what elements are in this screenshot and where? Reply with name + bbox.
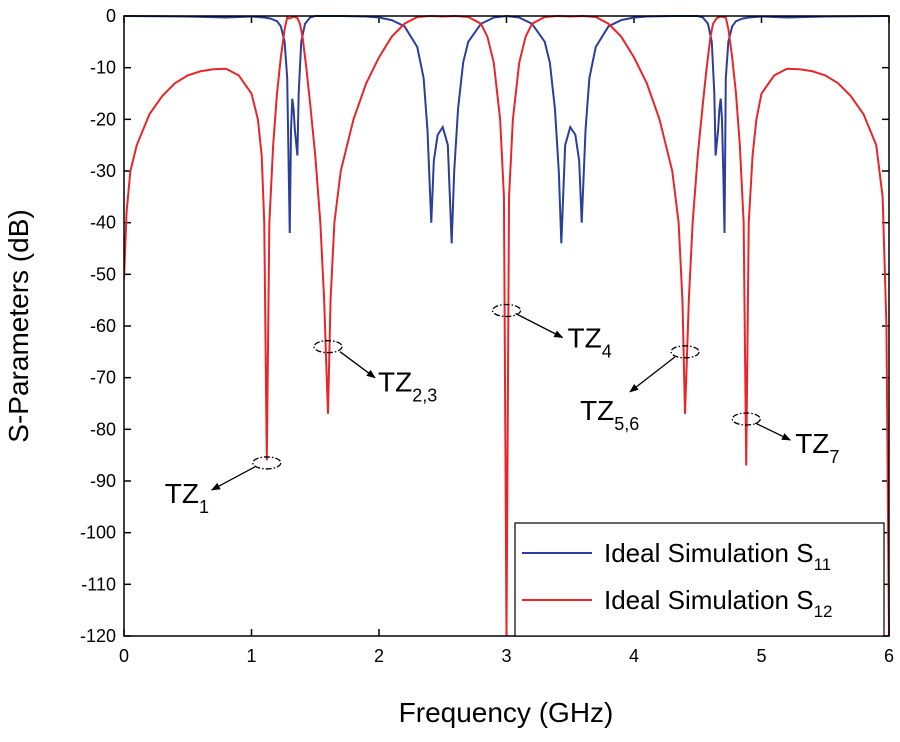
y-tick-label: -30 (90, 161, 116, 181)
y-tick-label: -110 (81, 574, 116, 594)
legend-label: Ideal Simulation S11 (604, 538, 831, 574)
y-tick-label: 0 (106, 6, 116, 26)
x-tick-label: 1 (246, 646, 256, 666)
annotation-text: TZ (580, 395, 614, 426)
x-tick-label: 2 (374, 646, 384, 666)
y-axis-label: S-Parameters (dB) (3, 209, 34, 442)
x-tick-label: 4 (629, 646, 639, 666)
annotation-arrow (515, 312, 564, 339)
x-tick-label: 3 (501, 646, 511, 666)
annotation-subscript: 1 (199, 497, 209, 517)
series-line (124, 14, 890, 637)
annotation-arrow (210, 466, 256, 491)
y-tick-label: -120 (80, 626, 116, 646)
annotation-text: TZ (378, 367, 412, 398)
plot-frame (123, 15, 890, 637)
legend-box (514, 522, 885, 637)
annotation-marker (491, 303, 522, 318)
annotation-label: TZ7 (795, 428, 839, 467)
y-tick-label: -90 (90, 471, 116, 491)
annotation-subscript: 4 (602, 342, 612, 362)
annotation-subscript: 7 (829, 447, 839, 467)
y-tick-label: -70 (90, 368, 116, 388)
annotation-label: TZ1 (165, 478, 209, 517)
x-tick-label: 6 (884, 646, 894, 666)
y-tick-label: -100 (80, 523, 116, 543)
legend-subscript: 11 (814, 555, 832, 574)
annotation-label: TZ4 (568, 323, 612, 362)
annotation-marker (670, 345, 700, 359)
legend-name: Ideal Simulation S (604, 538, 814, 568)
annotation-text: TZ (165, 478, 199, 509)
annotation-arrow (754, 422, 792, 441)
x-tick-label: 5 (756, 646, 766, 666)
annotation-subscript: 2,3 (412, 386, 437, 406)
annotation-text: TZ (568, 323, 602, 354)
y-tick-label: -10 (90, 58, 116, 78)
annotation-arrow (339, 351, 376, 379)
y-tick-label: -40 (90, 213, 116, 233)
y-tick-label: -60 (90, 316, 116, 336)
y-tick-label: -20 (90, 109, 116, 129)
legend-label: Ideal Simulation S12 (604, 585, 832, 621)
annotation-subscript: 5,6 (614, 414, 639, 434)
legend-subscript: 12 (814, 602, 833, 621)
annotation-marker (313, 340, 343, 354)
annotation-text: TZ (795, 428, 829, 459)
annotation-arrow (629, 356, 676, 393)
series-line (124, 14, 890, 244)
annotation-label: TZ2,3 (378, 367, 437, 406)
annotation-marker (252, 456, 282, 470)
y-tick-label: -80 (90, 419, 116, 439)
legend-name: Ideal Simulation S (604, 585, 814, 615)
x-axis-label: Frequency (GHz) (399, 697, 614, 728)
y-tick-label: -50 (90, 264, 116, 284)
annotation-label: TZ5,6 (580, 395, 639, 434)
x-tick-label: 0 (119, 646, 129, 666)
annotation-marker (731, 412, 761, 426)
